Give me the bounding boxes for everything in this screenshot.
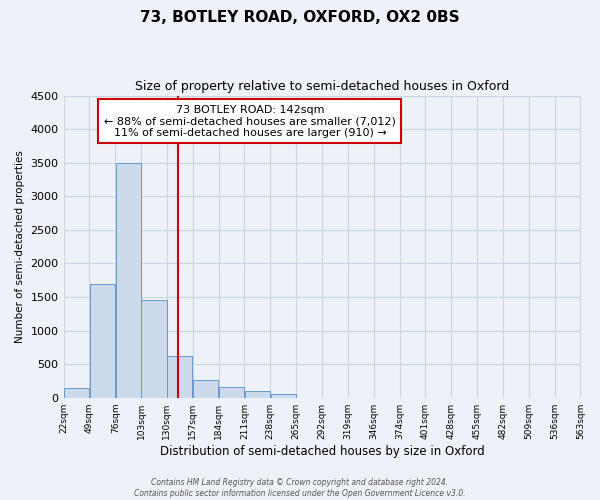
Bar — [271, 394, 296, 398]
Text: 73, BOTLEY ROAD, OXFORD, OX2 0BS: 73, BOTLEY ROAD, OXFORD, OX2 0BS — [140, 10, 460, 25]
Bar — [90, 284, 115, 398]
Bar — [193, 380, 218, 398]
X-axis label: Distribution of semi-detached houses by size in Oxford: Distribution of semi-detached houses by … — [160, 444, 485, 458]
Title: Size of property relative to semi-detached houses in Oxford: Size of property relative to semi-detach… — [136, 80, 509, 93]
Bar — [167, 356, 193, 398]
Bar — [245, 392, 270, 398]
Bar — [116, 162, 140, 398]
Bar — [219, 387, 244, 398]
Y-axis label: Number of semi-detached properties: Number of semi-detached properties — [15, 150, 25, 343]
Text: 73 BOTLEY ROAD: 142sqm
← 88% of semi-detached houses are smaller (7,012)
11% of : 73 BOTLEY ROAD: 142sqm ← 88% of semi-det… — [104, 104, 396, 138]
Bar — [142, 300, 167, 398]
Bar — [64, 388, 89, 398]
Text: Contains HM Land Registry data © Crown copyright and database right 2024.
Contai: Contains HM Land Registry data © Crown c… — [134, 478, 466, 498]
